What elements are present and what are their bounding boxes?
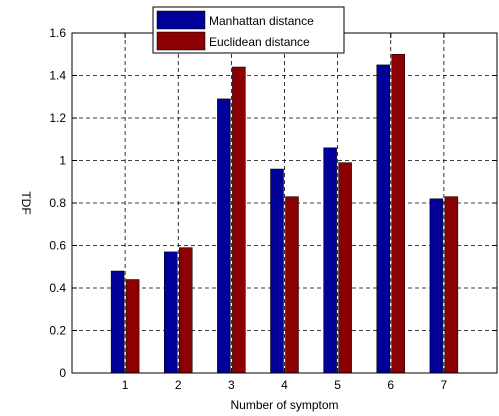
x-tick-label: 2	[175, 378, 182, 392]
y-tick-label: 0	[59, 366, 66, 380]
bar-manhattan-2	[164, 251, 178, 374]
axis-ticks: 0 0.2 0.4 0.6 0.8 1 1.2 1.4 1.6 1 2 3 4 5 6 7	[49, 26, 497, 392]
x-tick-label: 3	[228, 378, 235, 392]
y-tick-label: 1.2	[49, 111, 66, 125]
y-axis-label: TDF	[19, 191, 33, 214]
x-tick-label: 6	[387, 378, 394, 392]
y-tick-label: 1	[59, 154, 66, 168]
x-tick-label: 1	[122, 378, 129, 392]
y-tick-label: 1.6	[49, 26, 66, 40]
legend: Manhattan distance Euclidean distance	[152, 6, 345, 54]
legend-label-euclidean: Euclidean distance	[209, 35, 310, 49]
x-tick-label: 5	[334, 378, 341, 392]
bar-euclidean-6	[391, 54, 405, 374]
bar-euclidean-7	[444, 196, 459, 374]
bar-manhattan-4	[270, 168, 284, 374]
x-tick-label: 7	[441, 378, 448, 392]
bar-manhattan-1	[110, 270, 125, 374]
x-tick-label: 4	[281, 378, 288, 392]
bar-euclidean-1	[125, 279, 140, 374]
bar-euclidean-4	[285, 196, 299, 374]
bar-manhattan-5	[323, 147, 337, 374]
bar-euclidean-3	[232, 66, 246, 374]
y-tick-label: 0.8	[49, 196, 66, 210]
y-tick-label: 1.4	[49, 69, 66, 83]
bar-euclidean-2	[179, 247, 193, 374]
bar-manhattan-3	[217, 98, 231, 374]
x-axis-label: Number of symptom	[230, 398, 338, 412]
y-tick-label: 0.2	[49, 324, 66, 338]
y-tick-label: 0.4	[49, 281, 66, 295]
legend-swatch-euclidean	[156, 31, 206, 51]
legend-swatch-manhattan	[156, 10, 206, 30]
y-tick-label: 0.6	[49, 239, 66, 253]
bar-euclidean-5	[338, 162, 352, 374]
legend-label-manhattan: Manhattan distance	[209, 14, 314, 28]
bar-manhattan-7	[429, 198, 444, 374]
bars	[110, 54, 459, 374]
grid-lines	[72, 33, 497, 373]
bar-manhattan-6	[376, 64, 390, 374]
